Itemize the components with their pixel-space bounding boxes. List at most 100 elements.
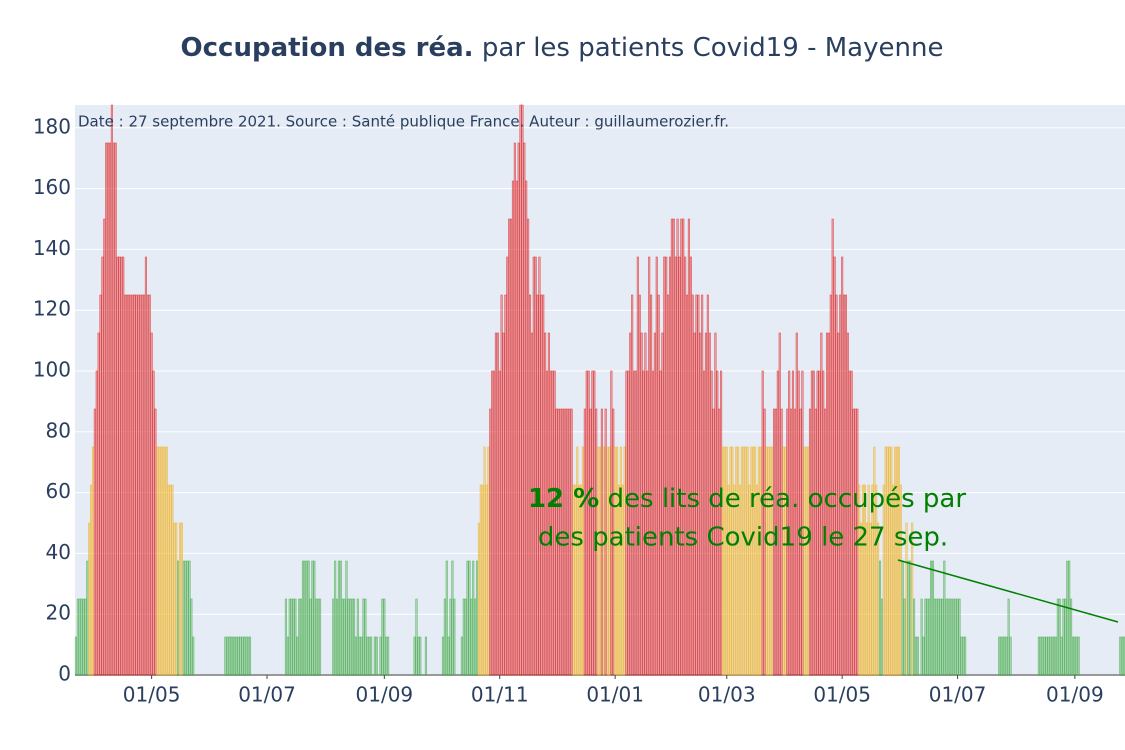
bar [360,636,363,676]
bar [742,446,745,676]
bar [309,598,312,676]
bar [1054,636,1058,676]
bar [472,560,475,676]
bar [502,332,505,676]
bar [475,560,479,676]
bar [729,446,732,676]
bar [716,370,719,676]
bar [356,598,359,676]
bar [78,598,81,676]
bar [544,332,547,676]
bar [175,522,178,676]
bar [812,370,815,676]
y-tick-label: 160 [33,175,71,199]
title-bold: Occupation des réa. [181,33,474,63]
bar [788,370,791,676]
bar [663,256,666,676]
bar [105,142,108,676]
bar [144,256,148,676]
bar [235,636,238,676]
bar [644,332,647,676]
bar [103,218,106,676]
bar [362,598,365,676]
bar [693,332,696,676]
bar [366,636,369,676]
bar [108,142,112,676]
bar [615,446,619,676]
bar [680,218,683,676]
bar [776,370,779,676]
bar [924,598,927,676]
bar [706,294,709,676]
bar [307,560,310,676]
bar [447,636,450,676]
bar [292,598,295,676]
bar [631,294,634,676]
bar [186,560,189,676]
bar [1041,636,1044,676]
bar [93,408,96,676]
bar [158,446,161,676]
x-tick-label: 01/05 [813,683,871,707]
bar [640,332,643,676]
bar [370,636,373,676]
y-tick-label: 40 [46,540,71,564]
bar [182,560,185,676]
bar [882,484,885,676]
bar [286,636,289,676]
bar [772,408,776,676]
bar [780,408,783,676]
bar [895,446,899,676]
bar [97,332,100,676]
bar [583,408,586,676]
bar [1007,598,1010,676]
bar [790,408,793,676]
bar [419,636,422,676]
bar [791,370,795,676]
bar [702,370,706,676]
bar [383,598,386,676]
bar [154,408,157,676]
bar [634,370,638,676]
bar [831,218,834,676]
bar [827,332,830,676]
bar [536,294,539,676]
bar [510,218,513,676]
bar [937,598,940,676]
chart-title: Occupation des réa. par les patients Cov… [181,33,944,63]
x-tick-label: 01/09 [1046,683,1104,707]
bar [180,522,183,676]
bar [1058,598,1061,676]
bar [118,256,121,676]
bar [449,598,452,676]
bar [602,446,605,676]
bar [863,484,866,676]
bar [755,484,759,676]
title-rest: par les patients Covid19 - Mayenne [482,33,944,63]
bar [797,370,800,676]
bar [871,484,874,676]
bar [674,256,677,676]
bar [1064,598,1067,676]
bar [508,218,511,676]
bar [451,560,454,676]
bar [230,636,233,676]
bar [513,142,516,676]
bar [784,446,787,676]
bar [358,636,361,676]
bar [226,636,229,676]
bar [483,446,486,676]
bar [468,560,471,676]
bar [585,370,588,676]
bar [701,294,704,676]
bar [284,598,288,676]
bar [424,636,428,676]
bar [878,560,882,676]
bar [816,370,819,676]
bar [496,332,499,676]
bar [931,560,935,676]
bar [148,294,151,676]
bar [337,560,340,676]
bar [750,446,753,676]
bar [169,484,172,676]
